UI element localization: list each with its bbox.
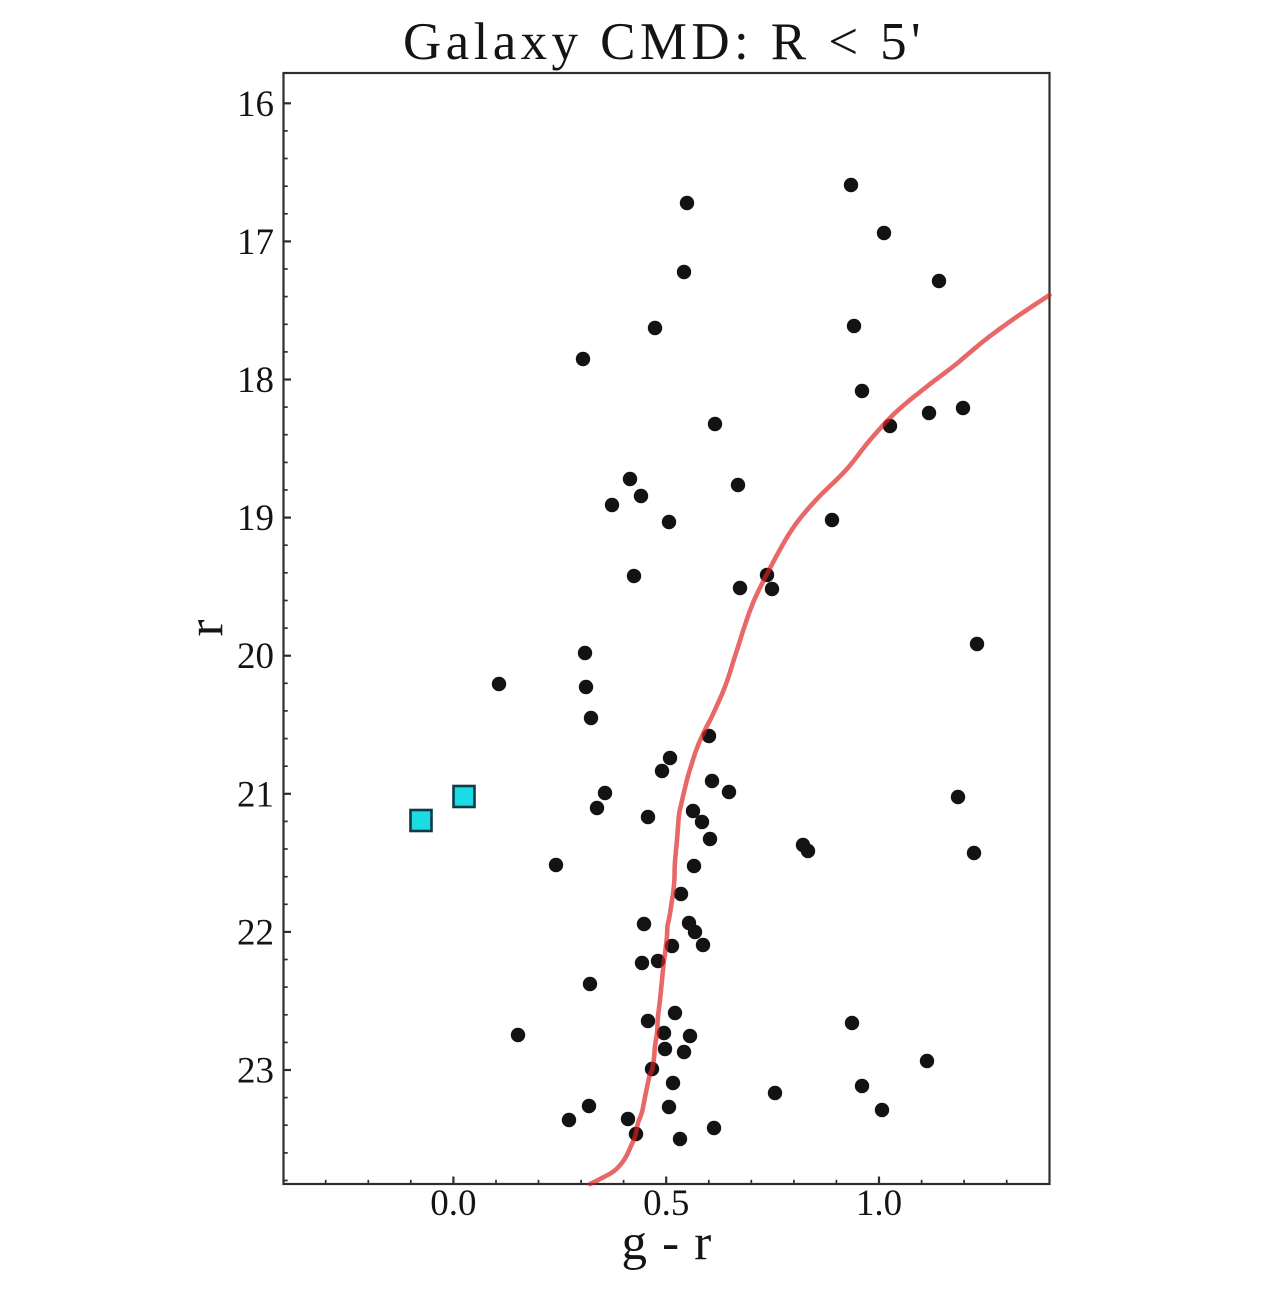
svg-text:16: 16 — [237, 84, 274, 125]
svg-text:g - r: g - r — [622, 1215, 713, 1271]
svg-text:Galaxy CMD: R < 5': Galaxy CMD: R < 5' — [403, 13, 925, 71]
svg-text:0.0: 0.0 — [430, 1183, 476, 1224]
svg-text:23: 23 — [237, 1051, 274, 1092]
svg-text:21: 21 — [237, 774, 274, 815]
svg-text:17: 17 — [237, 222, 274, 263]
svg-text:18: 18 — [237, 360, 274, 401]
svg-text:1.0: 1.0 — [856, 1183, 902, 1224]
svg-text:0.5: 0.5 — [643, 1183, 689, 1224]
svg-text:20: 20 — [237, 636, 274, 677]
svg-text:19: 19 — [237, 498, 274, 539]
svg-text:r: r — [178, 619, 234, 636]
svg-text:22: 22 — [237, 912, 274, 953]
